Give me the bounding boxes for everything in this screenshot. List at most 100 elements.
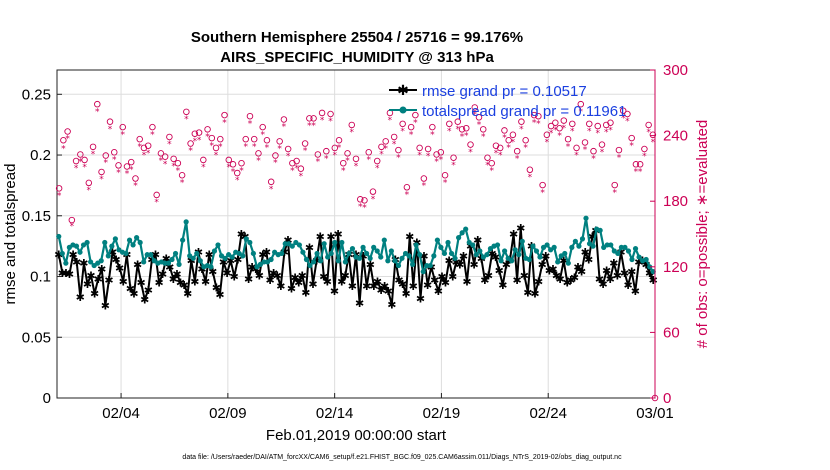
obs-possible-marker: [484, 154, 491, 161]
obs-evaluated-marker: *: [120, 130, 125, 140]
spread-point: [215, 242, 221, 248]
obs-possible-marker: [178, 171, 186, 179]
obs-possible-marker: [450, 154, 457, 161]
spread-point: [194, 250, 200, 257]
obs-evaluated-marker: *: [443, 178, 448, 188]
spread-point: [123, 250, 129, 257]
obs-possible-marker: [246, 112, 254, 120]
obs-evaluated-marker: *: [176, 166, 181, 176]
rmse-point: ✱: [616, 246, 625, 259]
rmse-point: ✱: [545, 264, 554, 277]
obs-possible-marker: [624, 110, 631, 118]
spread-point: [615, 250, 621, 257]
spread-point: [448, 250, 455, 257]
obs-evaluated-marker: *: [625, 117, 630, 127]
rmse-point: ✱: [301, 286, 310, 299]
obs-evaluated-marker: *: [252, 142, 257, 152]
obs-possible-marker: [636, 161, 644, 168]
rmse-point: ✱: [291, 272, 300, 285]
spread-point: [456, 235, 462, 241]
obs-possible-marker: [356, 196, 364, 203]
obs-evaluated-marker: *: [307, 122, 312, 132]
obs-possible-marker: [174, 159, 182, 167]
obs-evaluated-marker: *: [104, 159, 109, 169]
obs-evaluated-marker: *: [129, 165, 134, 175]
obs-evaluated-marker: *: [566, 142, 571, 152]
spread-point: [222, 255, 228, 261]
obs-evaluated-marker: *: [464, 131, 469, 141]
y-left-tick-label: 0.1: [30, 269, 51, 286]
spread-point: [441, 250, 448, 257]
spread-point: [332, 239, 338, 246]
obs-evaluated-marker: *: [451, 161, 456, 171]
spread-point: [102, 239, 108, 246]
rmse-point: ✱: [154, 277, 163, 290]
obs-possible-marker: [496, 144, 504, 152]
rmse-point: ✱: [548, 263, 557, 276]
obs-evaluated-marker: *: [557, 131, 562, 141]
spread-point: [268, 256, 274, 263]
obs-possible-marker: [361, 197, 368, 204]
rmse-point: ✱: [298, 269, 307, 282]
rmse-point: ✱: [316, 230, 325, 243]
spread-point: [73, 243, 80, 249]
obs-possible-marker: [441, 171, 449, 179]
obs-evaluated-marker: *: [481, 133, 486, 143]
obs-evaluated-marker: *: [638, 167, 643, 177]
rmse-point: ✱: [255, 269, 264, 282]
rmse-point: ✱: [473, 234, 482, 247]
spread-point: [172, 250, 179, 257]
obs-possible-marker: [238, 159, 245, 167]
rmse-point: ✱: [337, 275, 346, 288]
obs-possible-marker: [352, 155, 360, 163]
rmse-point: ✱: [366, 258, 375, 271]
spread-point: [148, 252, 154, 258]
x-tick-label: 02/24: [529, 405, 567, 422]
rmse-point: ✱: [187, 255, 196, 268]
obs-possible-marker: [344, 150, 351, 157]
obs-possible-marker: [102, 152, 110, 159]
obs-evaluated-marker: *: [371, 195, 376, 205]
obs-evaluated-marker: *: [612, 188, 617, 198]
spread-point: [367, 255, 373, 261]
y-right-tick-label: 300: [663, 62, 688, 79]
obs-evaluated-marker: *: [239, 166, 244, 176]
obs-evaluated-marker: *: [65, 135, 70, 145]
spread-point: [339, 239, 345, 246]
spread-point: [105, 253, 111, 259]
rmse-point: ✱: [115, 262, 124, 275]
obs-evaluated-marker: *: [642, 152, 647, 162]
spread-point: [130, 242, 136, 248]
rmse-point: ✱: [462, 275, 471, 288]
spread-point: [494, 242, 501, 248]
rmse-point: ✱: [498, 279, 507, 292]
obs-evaluated-marker: *: [180, 178, 185, 188]
obs-evaluated-marker: *: [167, 140, 172, 150]
rmse-point: ✱: [502, 258, 511, 271]
obs-possible-marker: [272, 152, 279, 159]
obs-evaluated-marker: *: [159, 157, 164, 167]
obs-evaluated-marker: *: [523, 143, 528, 153]
obs-evaluated-marker: *: [456, 125, 461, 135]
rmse-point: ✱: [419, 250, 428, 263]
rmse-point: ✱: [119, 275, 128, 288]
obs-evaluated-marker: *: [519, 125, 524, 135]
spread-point: [211, 248, 218, 254]
obs-possible-marker: [539, 181, 546, 189]
spread-point: [399, 255, 405, 261]
rmse-point: ✱: [459, 250, 468, 263]
x-tick-label: 02/09: [209, 405, 247, 422]
rmse-point: ✱: [380, 280, 389, 293]
obs-evaluated-marker: *: [286, 152, 291, 162]
obs-possible-marker: [191, 130, 199, 137]
spread-point: [84, 239, 90, 246]
obs-evaluated-marker: *: [320, 116, 325, 126]
obs-possible-marker: [348, 121, 356, 129]
rmse-point: ✱: [79, 257, 88, 270]
spread-point: [176, 261, 182, 267]
obs-possible-marker: [242, 135, 249, 143]
spread-point: [579, 236, 586, 242]
rmse-point: ✱: [265, 274, 274, 287]
rmse-point: ✱: [416, 292, 425, 305]
